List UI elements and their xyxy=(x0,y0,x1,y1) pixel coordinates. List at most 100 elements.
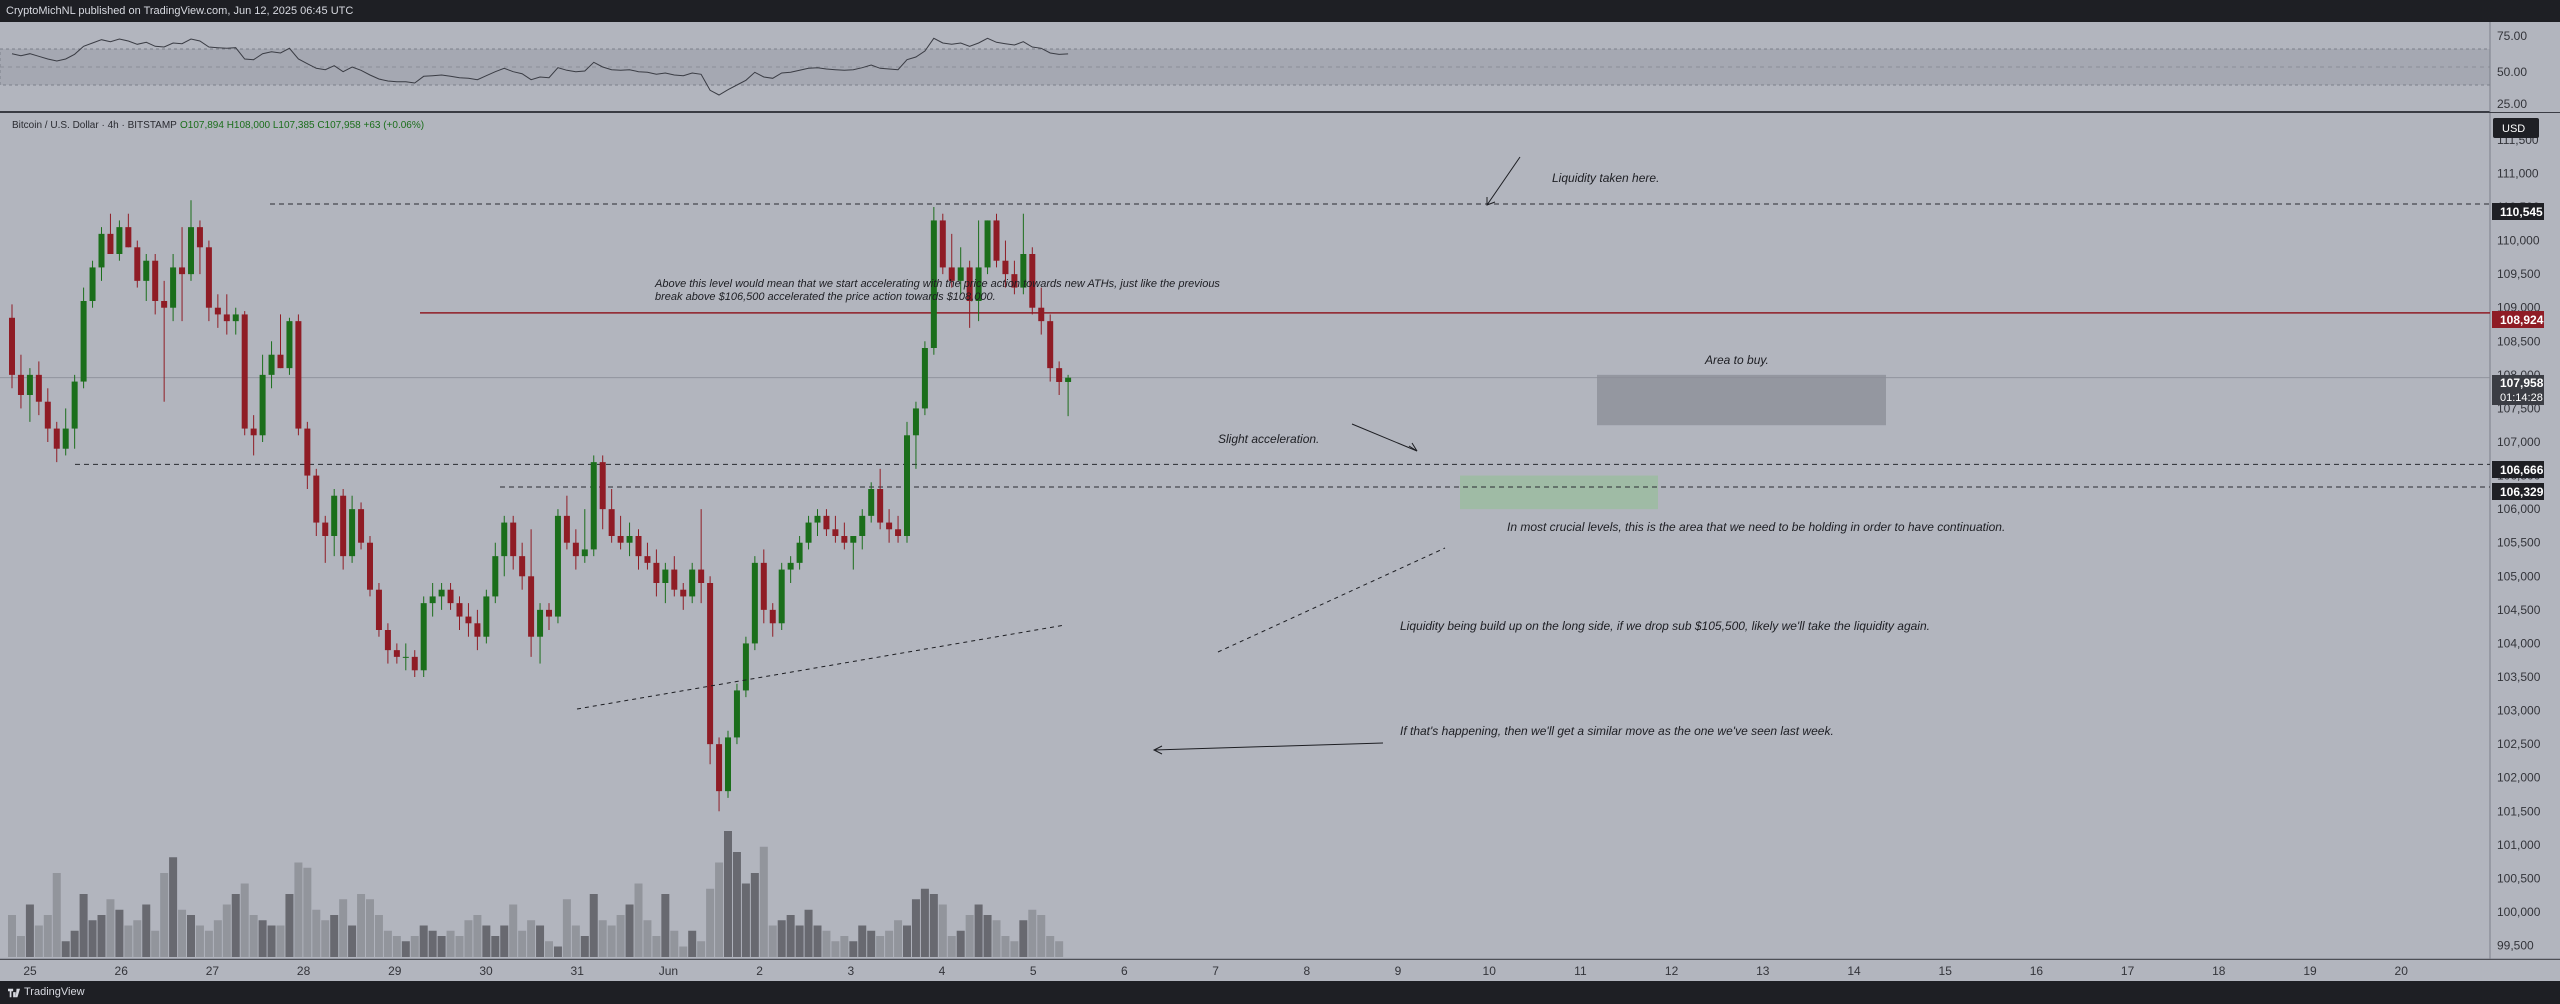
candle-body xyxy=(349,509,356,557)
price-tick: 104,000 xyxy=(2497,636,2541,650)
price-axis-bg xyxy=(2490,113,2560,959)
candle-body xyxy=(393,650,400,657)
time-tick: 29 xyxy=(388,964,402,978)
candle-body xyxy=(635,536,642,557)
candle-body xyxy=(760,562,767,610)
candle-body xyxy=(886,522,893,530)
volume-bar xyxy=(571,925,580,957)
trading-chart[interactable]: 75.00 50.00 25.00 111,500111,000110,5001… xyxy=(0,22,2560,981)
candle-body xyxy=(554,515,561,617)
note-liquidity-build: Liquidity being build up on the long sid… xyxy=(1400,619,1930,633)
footer-brand: TradingView xyxy=(24,986,85,998)
volume-bar xyxy=(607,925,616,957)
candle-body xyxy=(483,596,490,637)
volume-bar xyxy=(97,915,106,957)
candle-body xyxy=(98,233,105,268)
candle-body xyxy=(868,489,875,516)
candle-body xyxy=(626,536,633,543)
candle-body xyxy=(1038,307,1045,322)
badge-upper-level-text: 106,666 xyxy=(2500,463,2544,477)
candle-body xyxy=(322,522,329,536)
time-tick: 3 xyxy=(847,964,854,978)
currency-badge[interactable] xyxy=(2493,118,2539,138)
note-crucial-levels: In most crucial levels, this is the area… xyxy=(1507,520,2005,534)
volume-bar xyxy=(222,904,231,957)
volume-bar xyxy=(455,936,464,957)
time-tick: 7 xyxy=(1212,964,1219,978)
candle-body xyxy=(1020,254,1027,288)
volume-bar xyxy=(410,936,419,957)
trendline-lower-left xyxy=(576,624,1066,710)
candle-body xyxy=(17,374,24,395)
time-tick: 30 xyxy=(479,964,493,978)
time-tick: 13 xyxy=(1756,964,1770,978)
volume-bar xyxy=(911,899,920,957)
volume-bar xyxy=(715,862,724,957)
volume-bar xyxy=(562,899,571,957)
time-tick: 14 xyxy=(1847,964,1861,978)
volume-bar xyxy=(831,941,840,957)
price-tick: 108,500 xyxy=(2497,334,2541,348)
candle-body xyxy=(375,589,382,630)
volume-bar xyxy=(115,909,124,957)
publisher-bar: CryptoMichNL published on TradingView.co… xyxy=(0,0,2560,22)
note-liquidity-taken: Liquidity taken here. xyxy=(1552,171,1659,185)
candle-body xyxy=(53,428,60,449)
candle-body xyxy=(778,569,785,624)
volume-bar xyxy=(965,915,974,957)
candle-body xyxy=(599,462,606,510)
candle-body xyxy=(921,348,928,409)
candle-body xyxy=(313,475,320,523)
candle-body xyxy=(358,509,365,543)
volume-bar xyxy=(956,930,965,957)
time-tick: 18 xyxy=(2212,964,2226,978)
candle-body xyxy=(805,522,812,543)
footer-bar: TradingView xyxy=(0,981,2560,1004)
candle-body xyxy=(895,529,902,536)
volume-bar xyxy=(1001,936,1010,957)
volume-bars xyxy=(8,831,1064,957)
volume-bar xyxy=(688,930,697,957)
volume-bar xyxy=(294,862,303,957)
candle-body xyxy=(259,374,266,436)
volume-bar xyxy=(240,883,249,957)
badge-red-level-text: 108,924 xyxy=(2500,313,2544,327)
time-tick: 19 xyxy=(2303,964,2317,978)
volume-bar xyxy=(348,925,357,957)
note-above-level-2: break above $106,500 accelerated the pri… xyxy=(655,291,996,303)
candle-body xyxy=(501,522,508,557)
volume-bar xyxy=(204,930,213,957)
price-tick: 102,500 xyxy=(2497,737,2541,751)
candle-body xyxy=(725,737,731,792)
candle-body xyxy=(196,227,203,248)
trendline-lower-right xyxy=(1217,547,1446,653)
volume-bar xyxy=(231,894,240,957)
candle-body xyxy=(474,623,481,637)
candle-body xyxy=(510,522,517,557)
price-tick: 111,000 xyxy=(2497,166,2539,180)
candle-body xyxy=(644,556,651,563)
volume-bar xyxy=(795,925,804,957)
candle-body xyxy=(563,515,570,543)
time-tick: 16 xyxy=(2030,964,2044,978)
time-tick: 27 xyxy=(206,964,220,978)
time-tick: 9 xyxy=(1395,964,1402,978)
volume-bar xyxy=(840,936,849,957)
note-similar-move: If that's happening, then we'll get a si… xyxy=(1400,724,1834,738)
volume-bar xyxy=(849,941,858,957)
volume-bar xyxy=(732,852,741,957)
volume-bar xyxy=(625,904,634,957)
volume-bar xyxy=(634,883,643,957)
volume-bar xyxy=(285,894,294,957)
volume-bar xyxy=(374,915,383,957)
volume-bar xyxy=(178,909,187,957)
volume-bar xyxy=(885,930,894,957)
volume-bar xyxy=(321,920,330,957)
candle-body xyxy=(241,314,248,429)
volume-bar xyxy=(383,930,392,957)
tradingview-logo-icon xyxy=(8,988,20,998)
price-pane xyxy=(0,113,2490,959)
candle-body xyxy=(384,630,391,651)
time-tick: 4 xyxy=(939,964,946,978)
time-tick: 20 xyxy=(2395,964,2409,978)
